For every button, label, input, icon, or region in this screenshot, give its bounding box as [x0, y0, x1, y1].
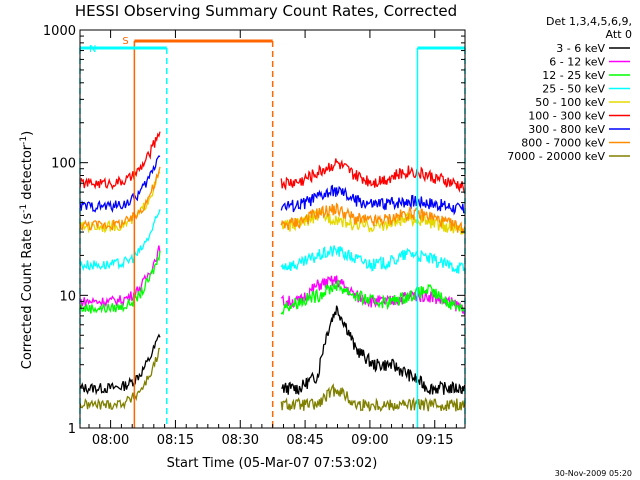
y-tick-label: 10 — [59, 289, 76, 304]
x-tick-label: 08:00 — [92, 433, 129, 448]
series-line-50-100kev-seg1 — [79, 170, 161, 234]
legend-header-line1: Det 1,3,4,5,6,9, — [546, 15, 632, 28]
y-axis-label-part3: ) — [20, 131, 35, 136]
legend-label: 6 - 12 keV — [549, 56, 605, 69]
y-axis-label-part1: Corrected Count Rate (s — [20, 213, 35, 370]
series-line-6-12kev-seg1 — [79, 245, 161, 309]
x-tick-label: 09:00 — [351, 433, 388, 448]
x-tick-label: 08:45 — [286, 433, 323, 448]
interval-label: S — [122, 36, 128, 47]
y-axis-label-sup1: -1 — [19, 204, 29, 213]
series-line-25-50kev-seg1 — [79, 209, 161, 272]
series-layer — [79, 131, 466, 413]
series-line-3-6kev-seg2 — [281, 305, 466, 396]
x-tick-label: 09:15 — [416, 433, 453, 448]
axes-layer: 1 10 100 1000 08:00 08:15 08:30 08:45 09:00 09:15 — [43, 24, 466, 448]
series-line-7000-20000kev-seg2 — [280, 383, 466, 413]
series-line-100-300kev-seg1 — [79, 131, 161, 191]
series-line-100-300kev-seg2 — [280, 158, 466, 194]
series-line-800-7000kev-seg1 — [79, 166, 161, 232]
date-stamp: 30-Nov-2009 05:20 — [555, 469, 632, 478]
interval-label: N — [89, 44, 96, 55]
series-line-300-800kev-seg1 — [79, 155, 161, 214]
x-tick-label: 08:30 — [222, 433, 259, 448]
y-tick-label: 1 — [68, 422, 76, 437]
legend-label: 25 - 50 keV — [542, 83, 605, 96]
y-axis-label: Corrected Count Rate (s-1 detector-1) — [19, 131, 35, 369]
series-line-300-800kev-seg2 — [280, 184, 465, 216]
y-tick-label: 1000 — [43, 24, 76, 39]
y-axis-label-part2: detector — [20, 144, 35, 204]
legend-label: 7000 - 20000 keV — [507, 150, 605, 163]
series-line-3-6kev-seg1 — [79, 333, 161, 396]
legend-label: 300 - 800 keV — [528, 123, 605, 136]
legend-label: 12 - 25 keV — [542, 69, 605, 82]
series-line-12-25kev-seg1 — [79, 250, 161, 314]
series-line-25-50kev-seg2 — [280, 245, 466, 274]
y-tick-label: 100 — [51, 157, 76, 172]
y-axis-label-sup2: -1 — [19, 136, 29, 145]
series-line-800-7000kev-seg2 — [280, 202, 466, 234]
plot-frame — [79, 29, 466, 429]
interval-layer: SN — [79, 36, 466, 428]
legend-header-line2: Att 0 — [606, 28, 632, 41]
legend-label: 100 - 300 keV — [528, 110, 605, 123]
legend-label: 50 - 100 keV — [535, 96, 605, 109]
series-line-12-25kev-seg2 — [280, 279, 465, 316]
legend-label: 3 - 6 keV — [556, 42, 605, 55]
x-axis-label: Start Time (05-Mar-07 07:53:02) — [167, 456, 378, 471]
series-line-7000-20000kev-seg1 — [79, 347, 161, 410]
x-tick-label: 08:15 — [157, 433, 194, 448]
chart-title: HESSI Observing Summary Count Rates, Cor… — [75, 2, 457, 20]
legend-label: 800 - 7000 keV — [521, 137, 605, 150]
